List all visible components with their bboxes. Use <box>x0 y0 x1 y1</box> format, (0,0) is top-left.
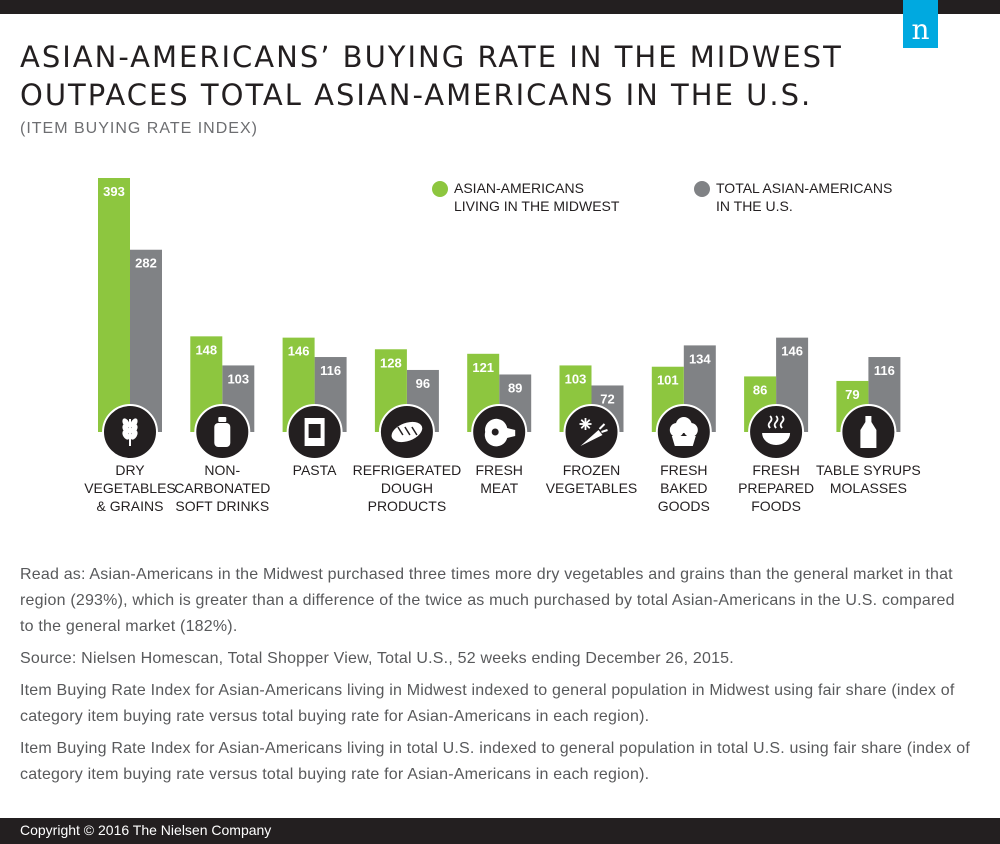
value-label-midwest: 79 <box>845 387 859 402</box>
value-label-total-us: 89 <box>508 380 522 395</box>
bottle-icon <box>214 417 231 447</box>
legend-label-total-us-1: TOTAL ASIAN-AMERICANS <box>716 180 893 196</box>
value-label-midwest: 146 <box>288 344 310 359</box>
bread-icon <box>391 421 423 443</box>
category-group: 148 103 NON-CARBONATED SOFT DRINKS <box>174 336 270 514</box>
legend-swatch-midwest <box>432 181 448 197</box>
legend-label-total-us-2: IN THE U.S. <box>716 198 793 214</box>
top-bar <box>0 0 1000 14</box>
value-label-midwest: 148 <box>195 342 217 357</box>
title-line-2: OUTPACES TOTAL ASIAN-AMERICANS IN THE U.… <box>20 78 813 112</box>
category-label: FRESH MEAT <box>475 462 522 496</box>
logo-letter: n <box>911 13 930 46</box>
value-label-total-us: 116 <box>874 363 895 378</box>
legend-label-midwest-2: LIVING IN THE MIDWEST <box>454 198 620 214</box>
nielsen-logo: n <box>903 0 938 48</box>
value-label-total-us: 96 <box>416 376 430 391</box>
category-group: 103 72 FROZEN VEGETABLES <box>546 365 638 496</box>
title-line-1: ASIAN-AMERICANS’ BUYING RATE IN THE MIDW… <box>20 40 843 74</box>
category-label: NON-CARBONATED SOFT DRINKS <box>174 462 270 514</box>
ham-icon <box>484 418 516 447</box>
value-label-total-us: 134 <box>689 351 711 366</box>
category-group: 393 282 DRY VEGETABLES & GRAINS <box>84 178 176 514</box>
value-label-midwest: 128 <box>380 355 402 370</box>
note-midwest-index: Item Buying Rate Index for Asian-America… <box>20 682 955 725</box>
value-label-midwest: 121 <box>472 360 494 375</box>
note-total-us-index: Item Buying Rate Index for Asian-America… <box>20 740 970 783</box>
bar-total-us <box>130 249 162 432</box>
chart-title: ASIAN-AMERICANS’ BUYING RATE IN THE MIDW… <box>20 38 843 114</box>
note-read-as: Read as: Asian-Americans in the Midwest … <box>20 566 955 635</box>
value-label-total-us: 282 <box>135 256 157 271</box>
category-group: 146 116 PASTA <box>282 337 347 478</box>
value-label-total-us: 116 <box>320 363 341 378</box>
value-label-midwest: 393 <box>103 184 125 199</box>
icon-circle <box>748 404 805 460</box>
frozen-carrot-icon <box>579 418 608 446</box>
chart-subtitle: (ITEM BUYING RATE INDEX) <box>20 120 258 137</box>
value-label-midwest: 86 <box>753 382 767 397</box>
category-group: 121 89 FRESH MEAT <box>467 353 532 496</box>
pasta-box-icon <box>304 418 325 446</box>
wheat-icon <box>122 418 138 446</box>
legend-swatch-total-us <box>694 181 710 197</box>
legend-label-midwest-1: ASIAN-AMERICANS <box>454 180 584 196</box>
icon-circle <box>563 404 620 460</box>
footer: Copyright © 2016 The Nielsen Company <box>0 818 1000 844</box>
category-label: FRESH BAKED GOODS <box>658 462 710 514</box>
value-label-midwest: 103 <box>565 371 587 386</box>
value-label-total-us: 72 <box>600 391 614 406</box>
bar-chart: 393 282 DRY VEGETABLES & GRAINS 148 103 NON-CAR… <box>84 178 921 514</box>
value-label-total-us: 103 <box>227 371 249 386</box>
category-label: FROZEN VEGETABLES <box>546 462 638 496</box>
note-source: Source: Nielsen Homescan, Total Shopper … <box>20 650 734 667</box>
hot-bowl-icon <box>762 415 791 445</box>
notes: Read as: Asian-Americans in the Midwest … <box>20 562 970 794</box>
category-label: PASTA <box>293 462 337 478</box>
syrup-bottle-icon <box>860 416 877 448</box>
value-label-total-us: 146 <box>781 344 803 359</box>
category-group: 101 134 FRESH BAKED GOODS <box>651 345 716 514</box>
category-label: TABLE SYRUPS MOLASSES <box>816 462 921 496</box>
value-label-midwest: 101 <box>657 373 679 388</box>
category-group: 128 96 REFRIGERATED DOUGH PRODUCTS <box>353 349 462 514</box>
category-group: 79 116 TABLE SYRUPS MOLASSES <box>816 357 921 496</box>
muffin-icon <box>669 417 698 446</box>
category-label: REFRIGERATED DOUGH PRODUCTS <box>353 462 462 514</box>
category-label: DRY VEGETABLES & GRAINS <box>84 462 176 514</box>
copyright-text: Copyright © 2016 The Nielsen Company <box>20 822 272 838</box>
category-group: 86 146 FRESH PREPARED FOODS <box>738 337 814 514</box>
bar-midwest <box>98 178 130 432</box>
category-label: FRESH PREPARED FOODS <box>738 462 814 514</box>
